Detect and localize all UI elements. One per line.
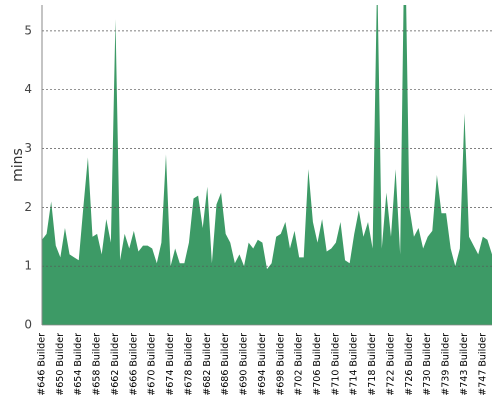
x-tick-label: #714 Builder	[349, 333, 360, 396]
area	[42, 5, 492, 325]
x-tick-label: #690 Builder	[239, 333, 250, 396]
x-tick-label: #747 Builder	[477, 333, 488, 396]
x-tick-label: #662 Builder	[110, 333, 121, 396]
x-tick-label: #646 Builder	[37, 333, 48, 396]
y-tick-label: 0	[24, 318, 32, 332]
x-tick-label: #686 Builder	[220, 333, 231, 396]
x-tick-label: #739 Builder	[441, 333, 452, 396]
x-tick-label: #650 Builder	[55, 333, 66, 396]
x-tick-label: #710 Builder	[330, 333, 341, 396]
y-tick-label: 4	[24, 82, 32, 96]
x-tick-label: #702 Builder	[294, 333, 305, 396]
x-tick-label: #706 Builder	[312, 333, 323, 396]
y-axis-label: mins	[10, 148, 26, 182]
x-tick-label: #694 Builder	[257, 333, 268, 396]
x-tick-label: #718 Builder	[367, 333, 378, 396]
x-tick-label: #678 Builder	[183, 333, 194, 396]
x-tick-label: #674 Builder	[165, 333, 176, 396]
x-tick-label: #698 Builder	[275, 333, 286, 396]
y-tick-label: 3	[24, 141, 32, 155]
x-tick-label: #670 Builder	[147, 333, 158, 396]
x-tick-label: #726 Builder	[404, 333, 415, 396]
x-tick-label: #654 Builder	[73, 333, 84, 396]
x-tick-label: #666 Builder	[128, 333, 139, 396]
x-tick-label: #682 Builder	[202, 333, 213, 396]
x-tick-label: #658 Builder	[92, 333, 103, 396]
y-tick-label: 5	[24, 23, 32, 37]
x-tick-label: #722 Builder	[385, 333, 396, 396]
y-tick-label: 2	[24, 200, 32, 214]
x-tick-label: #730 Builder	[422, 333, 433, 396]
y-tick-label: 1	[24, 259, 32, 273]
x-tick-label: #743 Builder	[459, 333, 470, 396]
